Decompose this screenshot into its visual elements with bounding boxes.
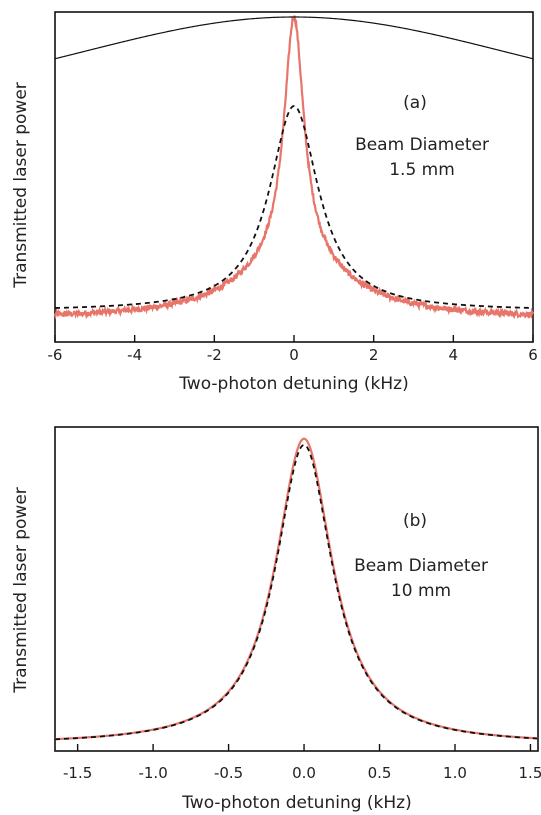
panel-b-x-tick-label: -1.5: [63, 764, 92, 782]
panel-a-x-tick-label: -4: [127, 346, 142, 364]
panel-a-series-group: [53, 15, 534, 320]
panel-a-series-solid-line: [53, 15, 534, 320]
panel-b-x-tick-label: 1.0: [443, 764, 467, 782]
panel-b-series-solid-line: [54, 437, 539, 741]
panel-a-x-ticks: -6 -4 -2 0 2 4 6: [48, 335, 538, 364]
panel-b-label: (b): [403, 511, 427, 531]
panel-a-plot-frame: [54, 11, 534, 343]
panel-a-y-axis-title: Transmitted laser power: [11, 82, 31, 289]
panel-a: -6 -4 -2 0 2 4 6 (a) Beam Diameter 1.5 mm Two-…: [11, 11, 538, 394]
panel-b-annotation-line1: Beam Diameter: [354, 556, 488, 576]
panel-a-x-axis-title: Two-photon detuning (kHz): [178, 374, 409, 394]
panel-b-x-tick-label: -0.5: [214, 764, 243, 782]
panel-b-x-tick-label: 0.0: [292, 764, 316, 782]
panel-b-x-tick-label: -1.0: [138, 764, 167, 782]
panel-b-series-dashed-line: [54, 443, 539, 741]
panel-a-x-tick-label: -6: [48, 346, 63, 364]
panel-a-x-tick-label: -2: [207, 346, 222, 364]
panel-b-plot-frame: [54, 426, 539, 752]
panel-b: -1.5 -1.0 -0.5 0.0 0.5 1.0 1.5 (b) Beam Diamet…: [11, 426, 541, 813]
panel-b-x-ticks: -1.5 -1.0 -0.5 0.0 0.5 1.0 1.5: [63, 744, 541, 782]
panel-b-x-axis-title: Two-photon detuning (kHz): [181, 793, 412, 813]
panel-a-series-dashed-line: [54, 105, 534, 309]
panel-a-x-tick-label: 4: [449, 346, 459, 364]
panel-b-x-tick-label: 1.5: [519, 764, 541, 782]
panel-b-series-group: [54, 437, 539, 741]
panel-b-y-axis-title: Transmitted laser power: [11, 487, 31, 694]
panel-b-annotation-line2: 10 mm: [391, 581, 451, 601]
panel-a-annotation-line2: 1.5 mm: [389, 160, 455, 180]
panel-b-x-tick-label: 0.5: [368, 764, 392, 782]
panel-a-x-tick-label: 2: [369, 346, 379, 364]
panel-a-annotation-line1: Beam Diameter: [355, 135, 489, 155]
panel-a-x-tick-label: 6: [528, 346, 538, 364]
panel-a-x-tick-label: 0: [289, 346, 299, 364]
panel-a-series-thin-solid-line: [54, 16, 534, 60]
panel-a-label: (a): [403, 93, 427, 113]
